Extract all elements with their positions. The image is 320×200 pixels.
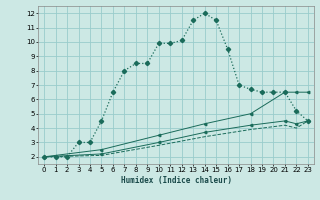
X-axis label: Humidex (Indice chaleur): Humidex (Indice chaleur) (121, 176, 231, 185)
